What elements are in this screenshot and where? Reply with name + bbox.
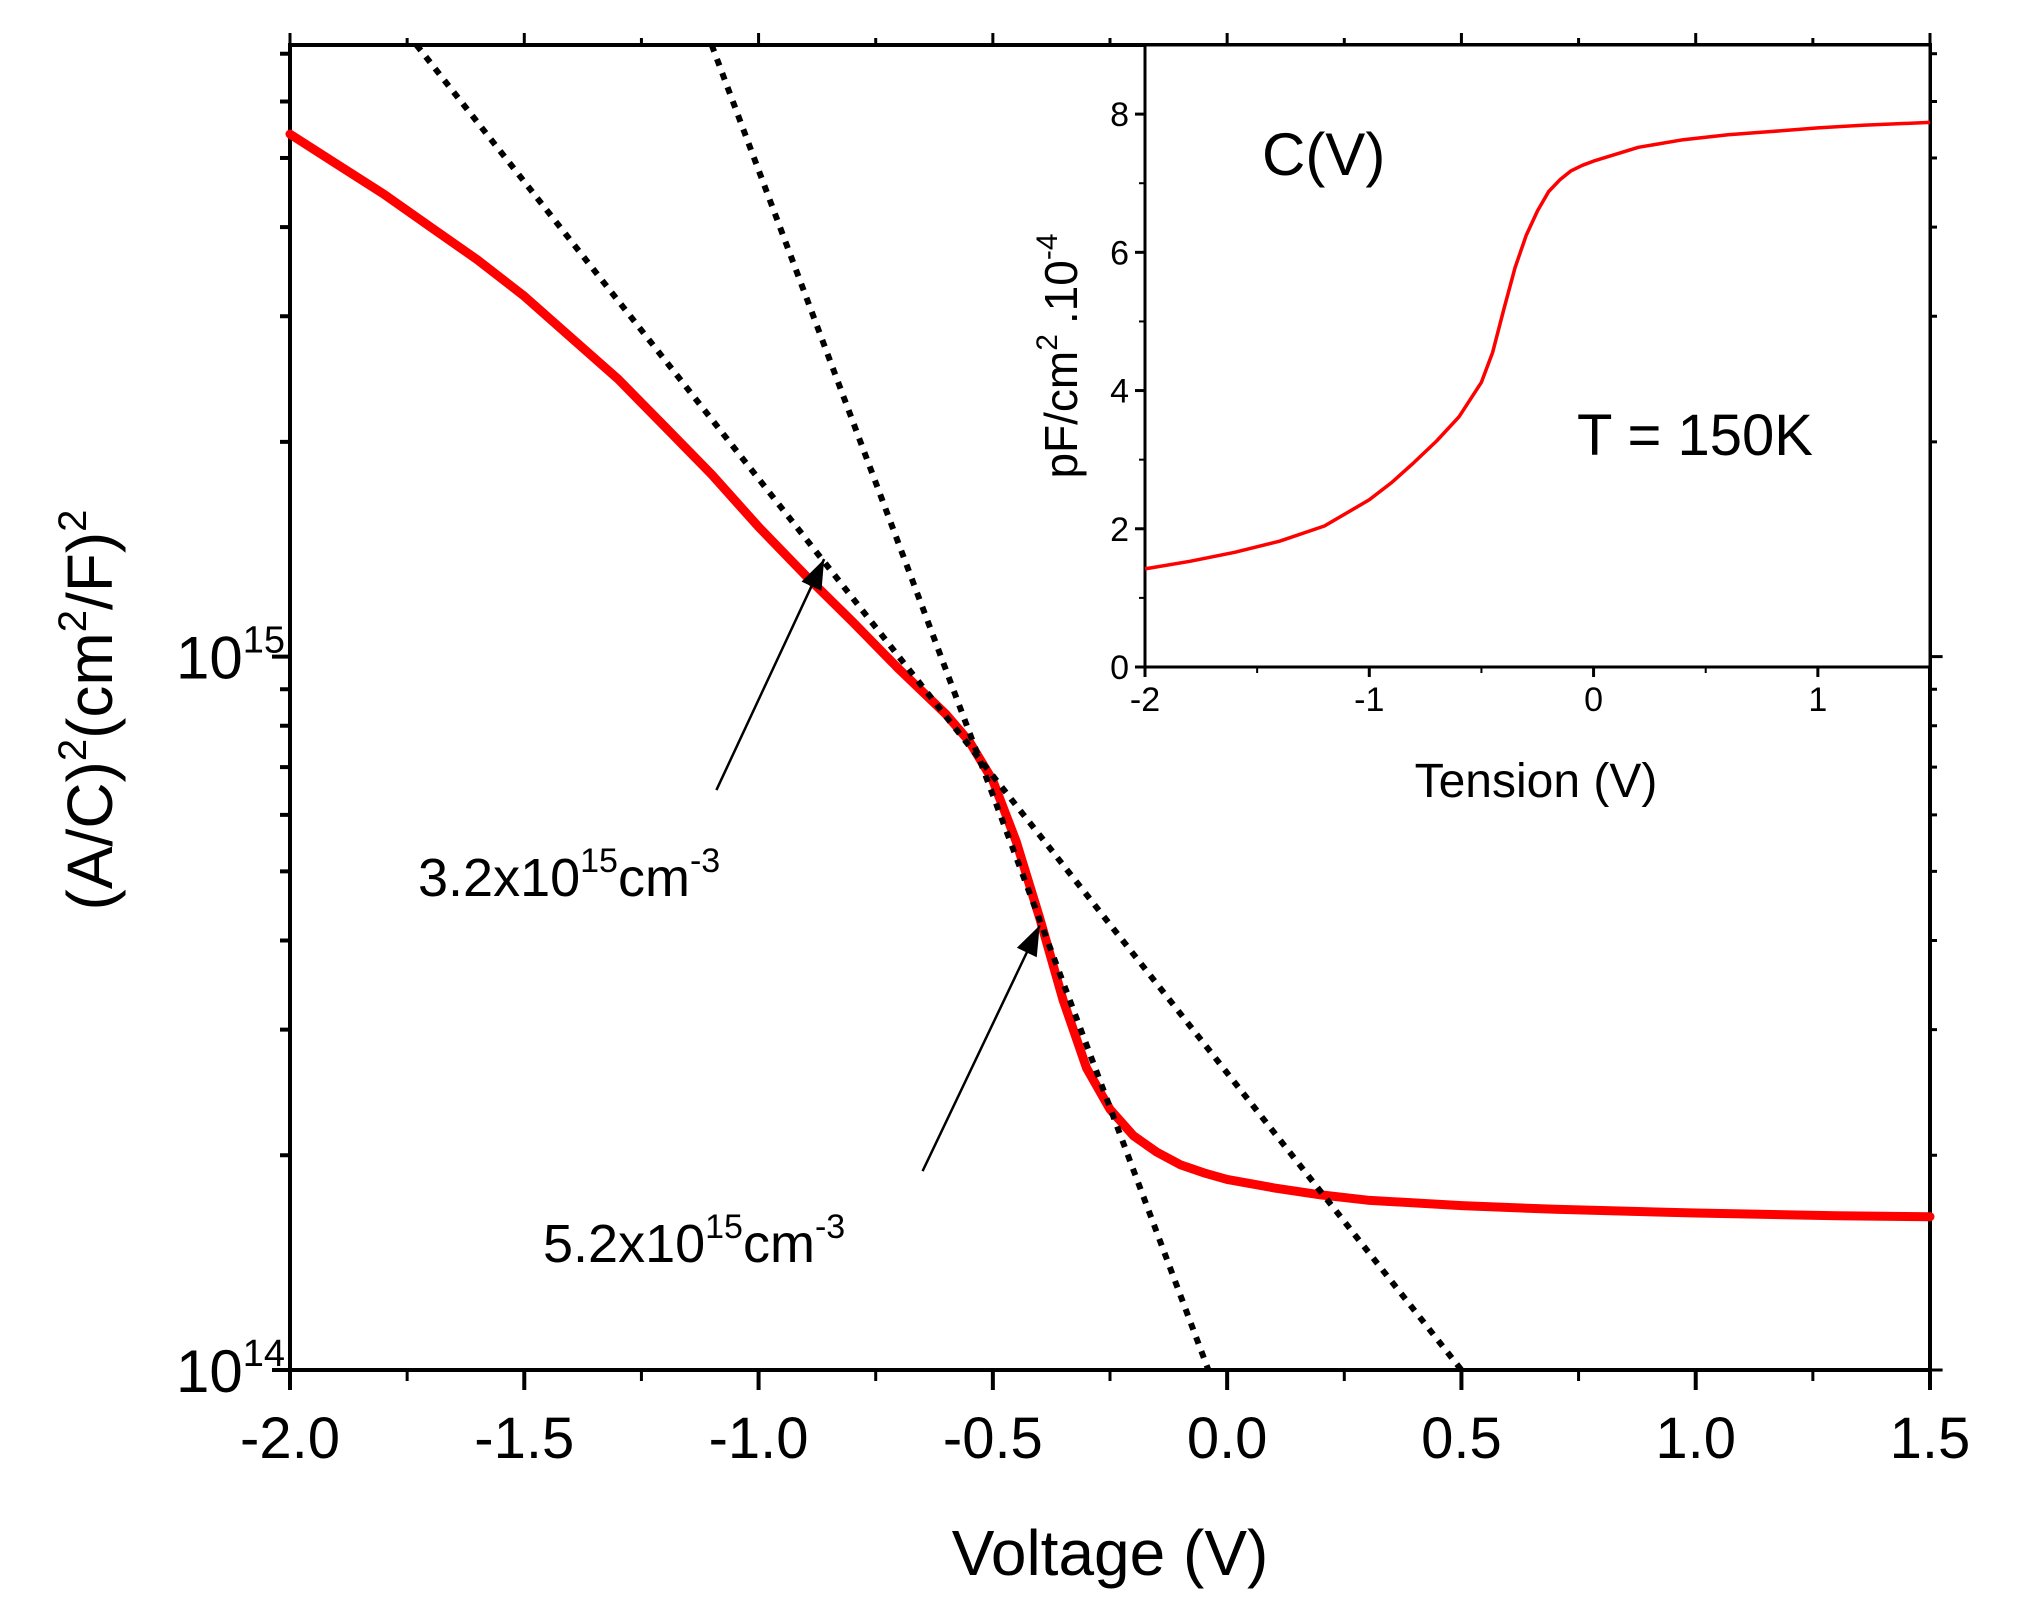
main-y-tick-exponent: 14	[243, 1333, 285, 1375]
main-x-tick-label: -0.5	[943, 1406, 1043, 1471]
main-y-label-mid: (cm	[54, 632, 126, 739]
annotation-label-part: cm	[743, 1214, 815, 1274]
inset-y-label-sup2: -4	[1031, 233, 1064, 260]
inset-capacitance-curve	[1144, 120, 1931, 571]
main-x-tick-label: -2.0	[240, 1406, 340, 1471]
annotation-label-part: -3	[815, 1208, 845, 1246]
annotation-label-part: 15	[580, 842, 618, 880]
main-y-tick-exponent: 15	[243, 620, 285, 662]
main-x-tick-label: -1.5	[474, 1406, 574, 1471]
main-x-tick-label: 0.0	[1187, 1406, 1268, 1471]
inset-x-tick-label: 0	[1584, 681, 1603, 719]
main-x-tick-label: 1.0	[1655, 1406, 1736, 1471]
main-y-axis-label: (A/C)2(cm2/F)2	[51, 510, 126, 911]
inset-axis-ticks: -2 -1 0 1 0 2 4 6 8	[1110, 44, 1931, 719]
annotation-label-part: -3	[690, 842, 720, 880]
annotation-arrow-1	[715, 558, 826, 791]
main-y-tick-base: 10	[176, 625, 243, 692]
inset-y-label-sup1: 2	[1031, 334, 1064, 351]
inset-x-tick-label: -1	[1354, 681, 1384, 719]
inset-annotation: T = 150K	[1577, 403, 1813, 468]
annotation-arrow-2	[921, 924, 1041, 1172]
main-annotations: 3.2x1015cm-35.2x1015cm-3	[418, 558, 1041, 1274]
capacitance-curve	[285, 129, 1935, 1222]
annotation-arrowhead-1	[801, 559, 825, 591]
annotation-arrowhead-2	[1016, 925, 1040, 958]
fit-line-1	[414, 43, 1464, 1372]
main-y-label-mid2: /F)	[54, 532, 126, 610]
main-y-label-sup1: 2	[51, 739, 95, 761]
main-x-tick-label: 1.5	[1890, 1406, 1971, 1471]
inset-y-tick-label: 6	[1110, 234, 1129, 272]
main-x-tick-label: 0.5	[1421, 1406, 1502, 1471]
inset-y-tick-label: 8	[1110, 96, 1129, 134]
main-y-label-base: (A/C)	[54, 761, 126, 910]
main-y-tick-label: 1015	[176, 620, 285, 692]
inset-y-tick-label: 0	[1110, 649, 1129, 687]
inset-x-tick-label: -2	[1130, 681, 1160, 719]
annotation-label-part: cm	[618, 848, 690, 908]
annotation-label-1: 3.2x1015cm-3	[418, 842, 720, 908]
inset-y-axis-label: pF/cm2 .10-4	[1031, 233, 1087, 478]
inset-plot: -2 -1 0 1 0 2 4 6 8 C(V) T = 150K Tension (V) pF…	[1031, 43, 1932, 808]
annotation-label-part: 3.2x10	[418, 848, 580, 908]
main-y-tick-base: 10	[176, 1338, 243, 1405]
annotation-label-part: 5.2x10	[543, 1214, 705, 1274]
annotation-label-2: 5.2x1015cm-3	[543, 1208, 845, 1274]
main-x-axis-label: Voltage (V)	[952, 1517, 1269, 1589]
inset-y-label-base: pF/cm	[1035, 351, 1087, 479]
inset-x-axis-label: Tension (V)	[1415, 755, 1658, 808]
inset-series-group	[1144, 120, 1931, 571]
main-series-group	[285, 43, 1935, 1372]
inset-y-tick-label: 2	[1110, 511, 1129, 549]
inset-y-tick-label: 4	[1110, 373, 1129, 411]
main-x-tick-label: -1.0	[709, 1406, 809, 1471]
main-y-label-sup2: 2	[51, 610, 95, 632]
annotation-label-part: 15	[705, 1208, 743, 1246]
inset-x-tick-label: 1	[1808, 681, 1827, 719]
inset-plot-frame	[1143, 43, 1932, 669]
main-y-tick-label: 1014	[176, 1333, 285, 1405]
inset-title: C(V)	[1262, 121, 1385, 188]
inset-y-label-mid: .10	[1035, 260, 1087, 324]
fit-line-2	[708, 43, 1212, 1372]
main-y-label-sup3: 2	[51, 510, 95, 532]
